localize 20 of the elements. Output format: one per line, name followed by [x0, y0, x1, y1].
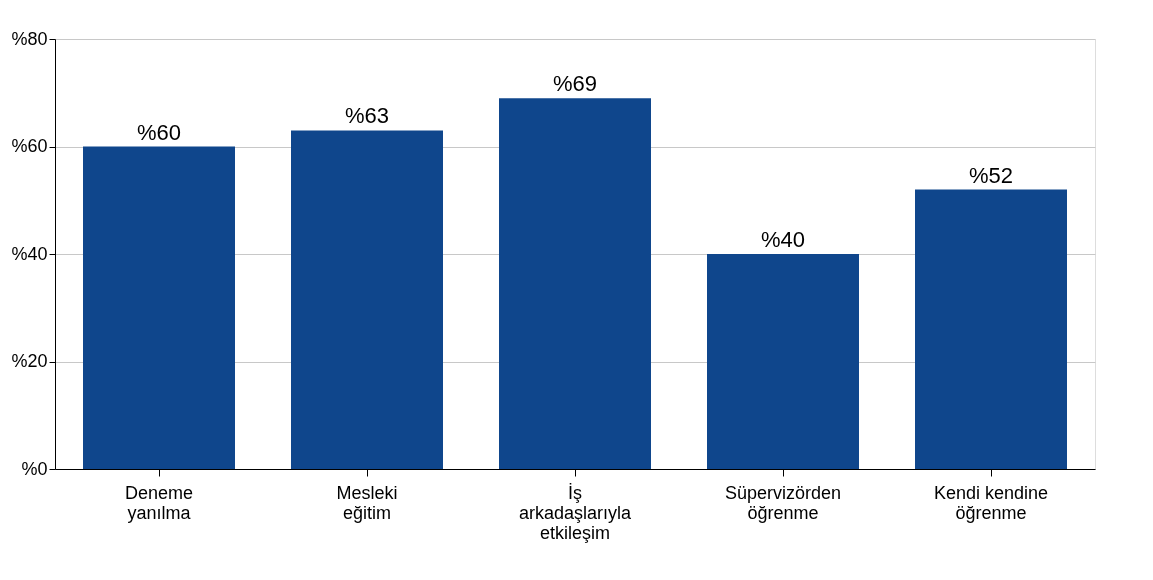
data-label: %69: [552, 71, 598, 97]
data-label: %40: [760, 227, 806, 252]
x-tick-label: Deneme yanılma: [124, 482, 194, 523]
x-tick-label: Süpervizörden öğrenme: [724, 482, 842, 523]
y-tick-label: %40: [11, 243, 48, 264]
y-tick-label: %80: [11, 28, 48, 49]
x-tick-label: Mesleki eğitim: [336, 482, 398, 523]
data-label: %60: [136, 119, 182, 145]
data-label: %63: [344, 103, 390, 129]
y-tick-label: %60: [11, 136, 48, 156]
bar: [915, 189, 1067, 469]
y-tick-label: %0: [21, 458, 48, 479]
y-tick-label: %20: [11, 351, 48, 371]
x-tick-label: İş arkadaşlarıyla etkileşim: [518, 482, 633, 543]
bar: [707, 254, 859, 469]
x-tick-label: Kendi kendine öğrenme: [933, 482, 1049, 523]
bar: [291, 130, 443, 469]
bar: [83, 146, 235, 469]
data-label: %52: [968, 162, 1014, 188]
bar: [499, 98, 651, 469]
